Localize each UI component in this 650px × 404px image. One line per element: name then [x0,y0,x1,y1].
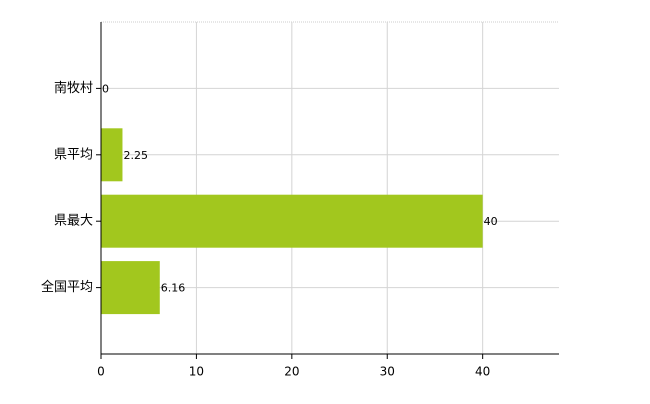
x-tick-label: 40 [475,365,490,379]
y-tick-label: 県平均 [54,147,93,162]
y-tick-label: 全国平均 [41,279,93,295]
x-tick-label: 0 [97,365,105,379]
y-tick-label: 県最大 [54,214,93,229]
value-label: 40 [484,215,498,228]
x-tick-label: 30 [380,365,395,379]
value-label: 0 [102,82,109,95]
value-label: 6.16 [161,282,186,295]
bar [101,194,483,248]
x-tick-label: 20 [284,365,299,379]
y-tick-label: 南牧村 [54,80,93,96]
bar [101,128,123,182]
x-tick-label: 10 [189,365,204,379]
bar [101,261,160,315]
value-label: 2.25 [123,149,148,162]
